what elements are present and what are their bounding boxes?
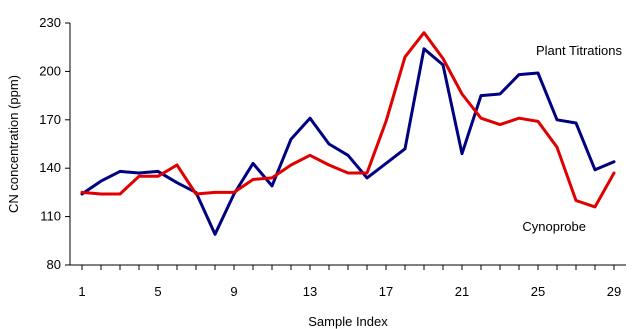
series-line-cynoprobe [80, 31, 616, 209]
data-point [251, 178, 255, 181]
x-tick-label: 29 [607, 284, 621, 299]
data-point [156, 175, 160, 178]
data-point [403, 147, 407, 151]
data-point [479, 116, 483, 120]
data-point [365, 171, 369, 175]
data-point [289, 163, 293, 167]
data-point [498, 123, 502, 126]
x-tick-label: 17 [379, 284, 393, 299]
data-point [270, 176, 274, 180]
data-point [213, 191, 217, 194]
data-point [384, 162, 388, 165]
data-point [99, 192, 103, 196]
series-line-plant-titrations [80, 47, 616, 236]
data-point [612, 171, 616, 175]
data-point [137, 171, 141, 175]
data-point [384, 120, 388, 123]
data-point [327, 163, 331, 167]
data-point [403, 55, 407, 59]
data-point [498, 92, 502, 96]
x-axis: 1 5 9 13 17 21 25 29 [70, 264, 626, 299]
data-point [555, 146, 559, 149]
data-point [536, 120, 540, 123]
data-point [80, 191, 84, 194]
data-point [175, 163, 179, 167]
x-tick-label: 13 [303, 284, 317, 299]
data-point [270, 184, 274, 188]
x-tick-label: 9 [230, 284, 237, 299]
y-tick-label: 110 [40, 209, 61, 224]
y-tick-label: 200 [39, 63, 61, 78]
data-point [118, 170, 122, 173]
series-lines [80, 31, 616, 236]
x-tick-label: 21 [455, 284, 469, 299]
data-point [574, 199, 578, 202]
data-point [346, 154, 350, 157]
data-point [517, 73, 521, 76]
data-point [441, 57, 445, 60]
y-tick-label: 80 [47, 257, 61, 272]
data-point [593, 205, 597, 209]
data-point [213, 233, 217, 236]
data-point [346, 171, 350, 175]
y-tick-label: 230 [39, 15, 61, 30]
data-point [460, 92, 464, 96]
data-point [441, 63, 445, 67]
x-tick-label: 1 [78, 284, 85, 299]
y-tick-label: 140 [39, 160, 61, 175]
data-point [232, 191, 236, 194]
data-point [365, 176, 369, 180]
y-axis-title: CN concentration (ppm) [6, 75, 21, 213]
data-point [555, 118, 559, 122]
data-point [517, 116, 521, 120]
x-axis-title: Sample Index [308, 314, 388, 329]
data-point [593, 168, 597, 172]
x-tick-label: 5 [154, 284, 161, 299]
data-point [175, 181, 179, 184]
data-point [612, 160, 616, 163]
series-label-cynoprobe: Cynoprobe [522, 219, 586, 234]
data-point [194, 192, 198, 196]
data-point [574, 121, 578, 125]
data-point [460, 152, 464, 155]
y-tick-label: 170 [39, 112, 61, 127]
data-point [327, 142, 331, 146]
data-point [118, 192, 122, 196]
series-label-plant-titrations: Plant Titrations [536, 43, 622, 58]
data-point [156, 170, 160, 173]
data-point [251, 162, 255, 165]
data-point [422, 31, 426, 34]
data-point [308, 154, 312, 157]
data-point [289, 137, 293, 141]
data-point [308, 116, 312, 120]
y-axis: 80 110 140 170 200 230 [39, 15, 71, 272]
data-point [137, 175, 141, 178]
data-point [479, 94, 483, 97]
data-point [422, 47, 426, 51]
x-tick-label: 25 [531, 284, 545, 299]
data-point [99, 179, 103, 183]
data-point [536, 71, 540, 75]
